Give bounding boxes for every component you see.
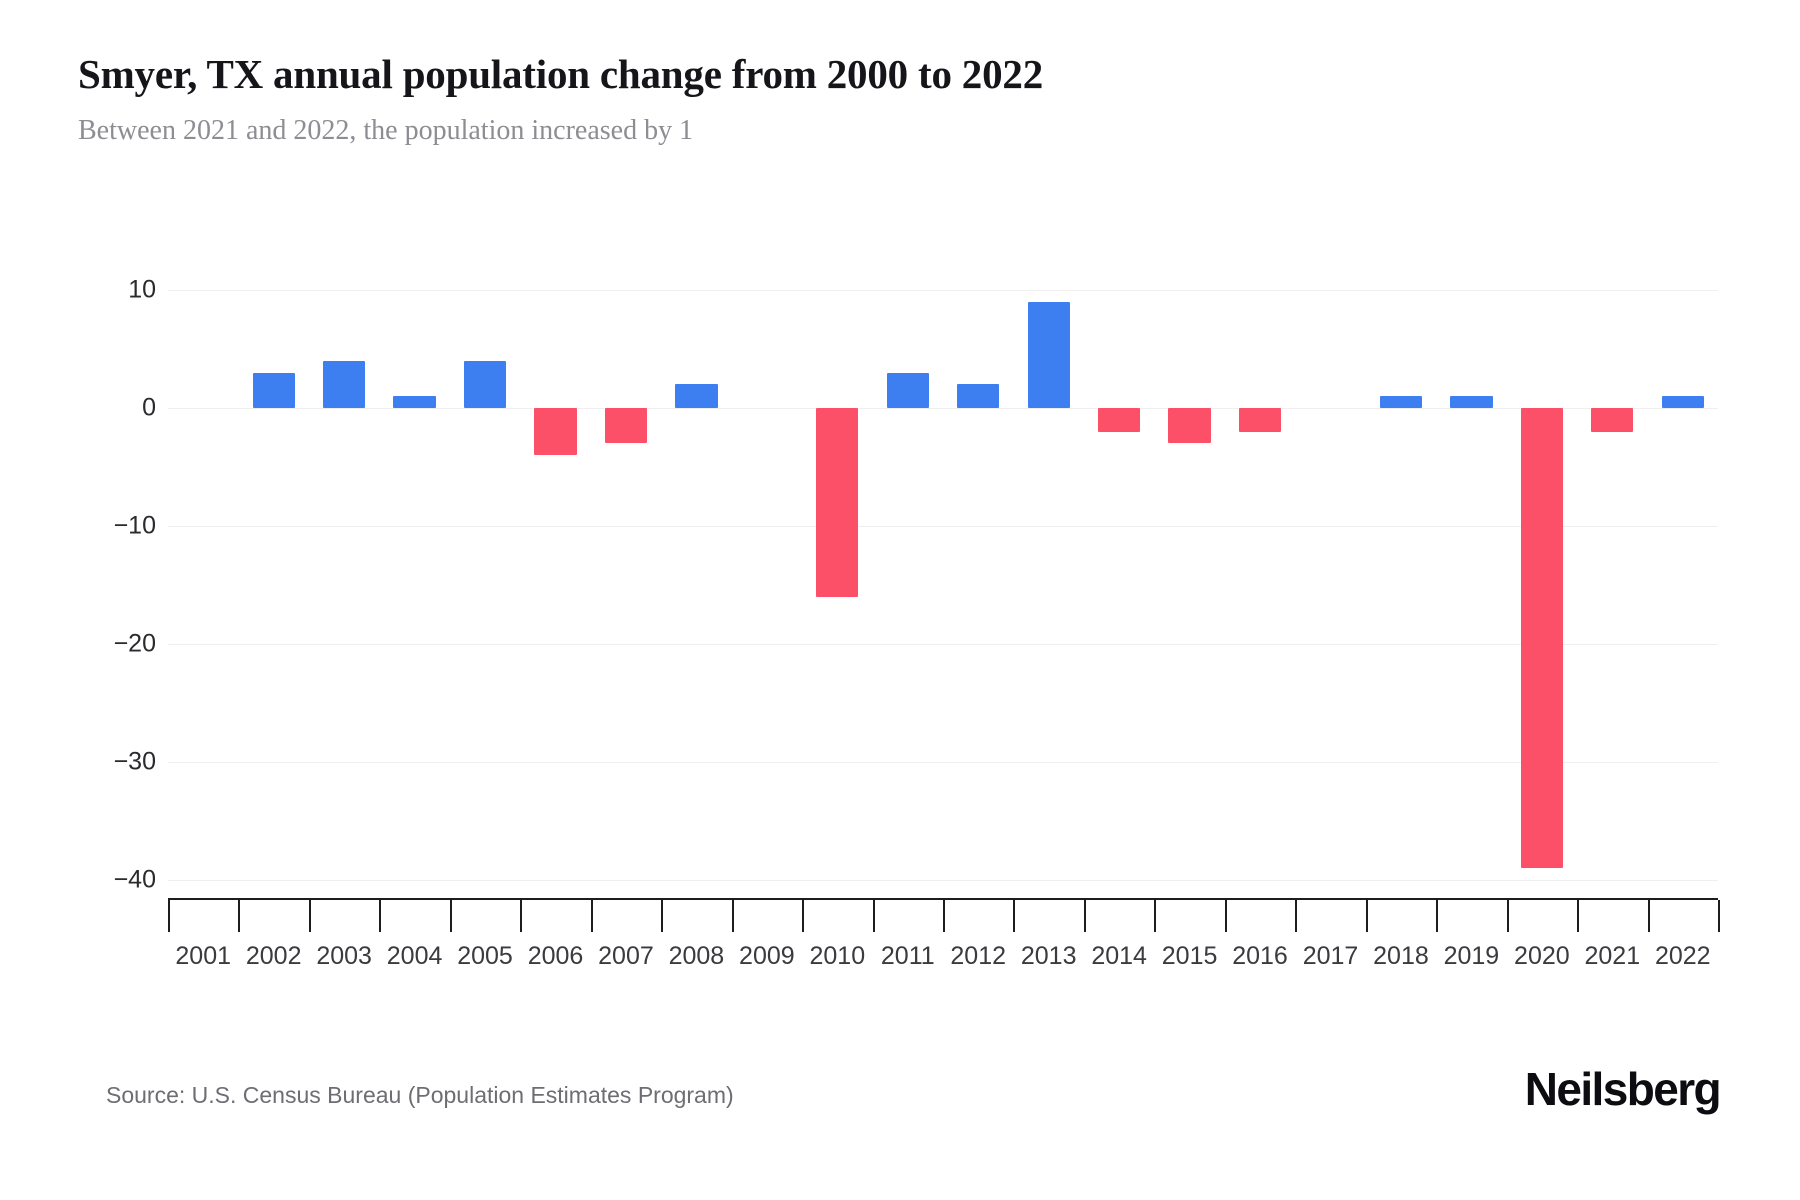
bar[interactable] (1450, 396, 1493, 408)
y-gridline (168, 762, 1718, 763)
x-axis-tick-mark (1577, 900, 1580, 932)
x-axis-tick-label: 2001 (175, 942, 232, 970)
bar[interactable] (675, 384, 718, 408)
x-axis-tick-label: 2014 (1091, 942, 1147, 970)
x-axis-tick-mark (802, 900, 805, 932)
bar[interactable] (1168, 408, 1211, 444)
y-axis-tick-label: 10 (128, 275, 156, 304)
chart-subtitle: Between 2021 and 2022, the population in… (78, 115, 694, 146)
bar[interactable] (1379, 396, 1423, 408)
x-axis-tick-mark (1295, 900, 1298, 932)
x-axis-tick-label: 2003 (316, 942, 372, 970)
y-axis-tick-label: −20 (113, 629, 156, 658)
x-axis-tick-label: 2010 (809, 942, 866, 970)
x-axis-tick-label: 2017 (1302, 942, 1359, 970)
y-axis-tick-label: −10 (113, 511, 156, 540)
page-title: Smyer, TX annual population change from … (78, 51, 1044, 97)
x-axis-tick-label: 2015 (1161, 942, 1218, 970)
x-axis-tick-label: 2018 (1373, 942, 1429, 970)
x-axis-tick-mark (1647, 900, 1650, 932)
x-axis-tick-mark (1154, 900, 1157, 932)
x-axis-tick-mark (590, 900, 593, 932)
x-axis-tick-mark (168, 900, 170, 932)
x-axis-tick-mark (449, 900, 452, 932)
x-axis-tick-mark (1013, 900, 1016, 932)
x-axis-tick-label: 2006 (527, 942, 584, 970)
x-axis-tick-mark (379, 900, 382, 932)
bar[interactable] (323, 360, 366, 408)
x-axis-tick-label: 2013 (1020, 942, 1077, 970)
y-axis-tick-label: −40 (113, 865, 156, 894)
bar[interactable] (886, 372, 929, 408)
x-axis-tick-mark (872, 900, 875, 932)
y-gridline (168, 526, 1718, 527)
y-gridline (168, 880, 1718, 881)
x-axis-tick-label: 2021 (1584, 942, 1641, 970)
bar[interactable] (1661, 396, 1704, 408)
x-axis-tick-mark (1718, 900, 1720, 932)
x-axis-tick-mark (943, 900, 945, 932)
bar[interactable] (1238, 408, 1282, 432)
y-gridline (168, 644, 1718, 645)
x-axis-tick-mark (238, 900, 241, 932)
bar[interactable] (1591, 408, 1634, 432)
x-axis-tick-mark (1506, 900, 1509, 932)
x-axis-tick-label: 2012 (950, 942, 1007, 970)
x-axis-tick-mark (308, 900, 311, 932)
brand-logo: Neilsberg (1524, 1063, 1722, 1115)
x-axis-tick-mark (1083, 900, 1086, 932)
bar[interactable] (1098, 408, 1141, 432)
chart-header: Smyer, TX annual population change from … (78, 48, 1718, 150)
y-gridline (168, 408, 1718, 409)
bar[interactable] (816, 408, 859, 597)
bar[interactable] (957, 384, 1000, 408)
bar[interactable] (393, 396, 436, 408)
bar[interactable] (1027, 301, 1070, 408)
x-axis-tick-label: 2007 (598, 942, 654, 970)
bar[interactable] (534, 408, 577, 456)
x-axis-line (168, 898, 1718, 900)
x-axis-tick-mark (1365, 900, 1368, 932)
bar[interactable] (252, 372, 295, 408)
source-note: Source: U.S. Census Bureau (Population E… (106, 1082, 734, 1108)
y-gridline (168, 290, 1718, 291)
x-axis-tick-label: 2020 (1514, 942, 1570, 970)
bar[interactable] (604, 408, 648, 444)
x-axis-tick-label: 2008 (668, 942, 725, 970)
bar[interactable] (1520, 408, 1563, 869)
x-axis-tick-label: 2004 (386, 942, 443, 970)
x-axis-tick-mark (520, 900, 523, 932)
x-axis-tick-mark (661, 900, 664, 932)
x-axis-tick-mark (1436, 900, 1439, 932)
x-axis-tick-label: 2002 (245, 942, 302, 970)
x-axis-tick-label: 2009 (739, 942, 795, 970)
x-axis-tick-label: 2016 (1232, 942, 1288, 970)
x-axis-tick-label: 2005 (457, 942, 513, 970)
bar[interactable] (463, 360, 507, 408)
x-axis-tick-label: 2019 (1443, 942, 1500, 970)
y-axis-tick-label: −30 (113, 747, 156, 776)
y-axis-tick-label: 0 (142, 393, 156, 422)
x-axis-tick-mark (1224, 900, 1227, 932)
x-axis-tick-mark (731, 900, 734, 932)
x-axis-tick-label: 2022 (1654, 942, 1711, 970)
x-axis-tick-label: 2011 (880, 942, 935, 970)
